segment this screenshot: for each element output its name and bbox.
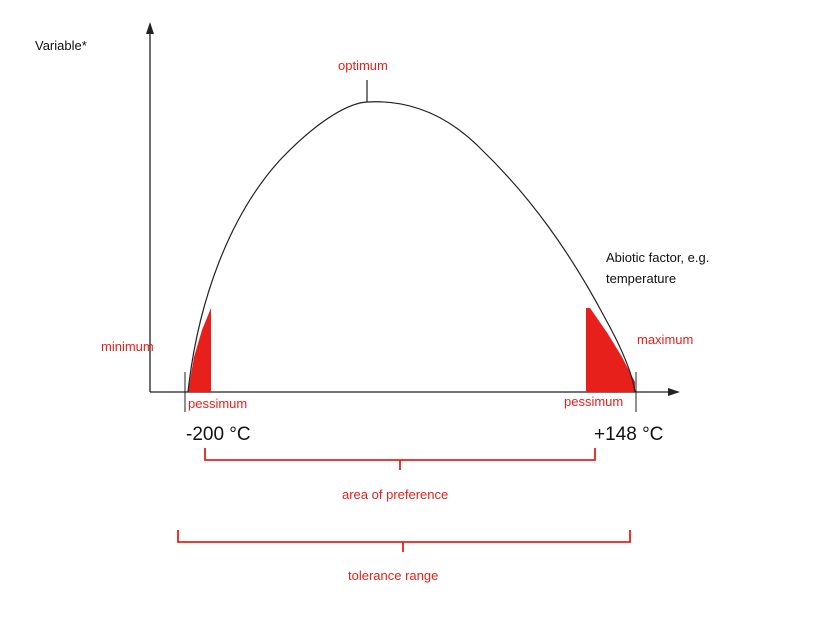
pessimum-right-area — [586, 308, 635, 392]
optimum-label: optimum — [338, 58, 388, 73]
area-of-preference-label: area of preference — [342, 487, 448, 502]
minimum-label: minimum — [101, 339, 154, 354]
pessimum-left-area — [188, 308, 211, 392]
temp-low-label: -200 °C — [186, 424, 251, 445]
pessimum-right-label: pessimum — [564, 394, 623, 409]
tolerance-range-label: tolerance range — [348, 568, 438, 583]
area-of-preference-brace — [204, 448, 596, 470]
tolerance-range-brace — [177, 530, 631, 552]
tolerance-curve — [187, 101, 636, 393]
x-axis-label-line2: temperature — [606, 271, 676, 286]
y-axis-label: Variable* — [35, 38, 87, 53]
maximum-label: maximum — [637, 332, 693, 347]
pessimum-left-label: pessimum — [188, 396, 247, 411]
temp-high-label: +148 °C — [594, 424, 663, 445]
y-axis-arrowhead — [146, 22, 154, 34]
x-axis-label-line1: Abiotic factor, e.g. — [606, 250, 709, 265]
x-axis-arrowhead — [668, 388, 680, 396]
